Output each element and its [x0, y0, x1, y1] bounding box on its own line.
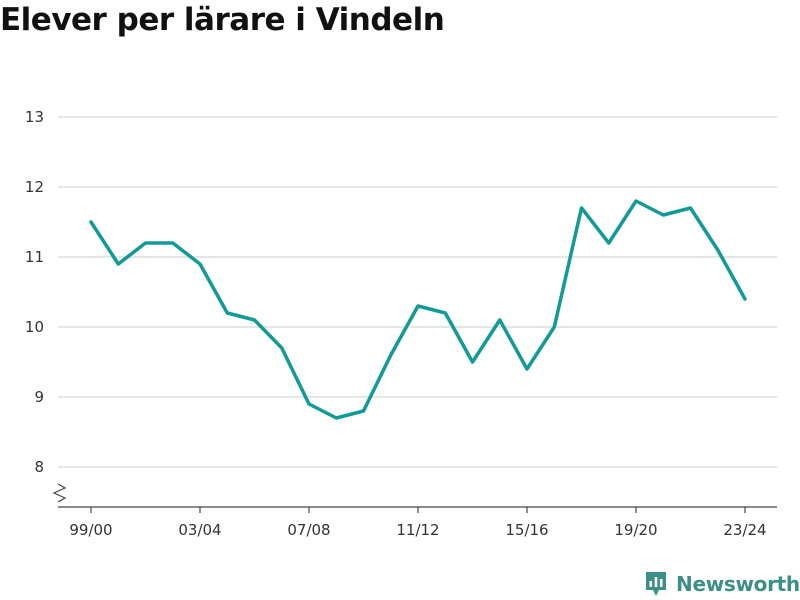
- data-point: [225, 311, 229, 315]
- x-tick-label: 07/08: [287, 521, 330, 539]
- brand-name: Newsworthy: [676, 572, 800, 596]
- grid-lines: [58, 116, 777, 468]
- x-tick-label: 03/04: [178, 521, 221, 539]
- y-tick-label: 13: [25, 108, 44, 126]
- brand-logo: Newsworthy: [644, 568, 800, 600]
- data-point: [334, 416, 338, 420]
- data-point: [253, 318, 256, 322]
- data-point: [171, 241, 175, 245]
- data-point: [661, 213, 665, 217]
- chart-title: Elever per lärare i Vindeln: [0, 2, 445, 38]
- x-axis: 99/00 03/04 07/08 11/12 15/16 19/20 23/24: [52, 483, 777, 539]
- x-tick-label: 23/24: [723, 521, 766, 539]
- data-point: [634, 199, 638, 203]
- x-tick-label: 11/12: [396, 521, 439, 539]
- data-point: [743, 297, 747, 301]
- x-tick-label: 15/16: [505, 521, 548, 539]
- data-point: [416, 304, 420, 308]
- data-point: [389, 353, 393, 357]
- data-point: [580, 206, 583, 210]
- series-group: [89, 199, 747, 420]
- data-point: [89, 220, 93, 224]
- data-point: [362, 409, 365, 413]
- newsworthy-logo-icon: [646, 572, 666, 596]
- data-point: [144, 241, 147, 245]
- y-tick-label: 9: [34, 388, 44, 406]
- axis-break-mark: [52, 483, 67, 503]
- data-point: [525, 367, 529, 371]
- y-tick-label: 11: [25, 248, 44, 266]
- data-point: [116, 262, 120, 266]
- data-point: [552, 325, 556, 329]
- data-point: [443, 311, 447, 315]
- data-point: [689, 206, 692, 210]
- y-tick-label: 8: [34, 458, 44, 476]
- data-point: [471, 360, 474, 364]
- series-line-0: [89, 199, 747, 420]
- x-tick-label: 19/20: [614, 521, 657, 539]
- line-chart: 8 9 10 11 12 13 99/00 03/04 07/08 11/12 15/16 19/2…: [25, 108, 777, 539]
- data-point: [498, 318, 502, 322]
- y-tick-label: 12: [25, 178, 44, 196]
- data-point: [607, 241, 611, 245]
- data-point: [198, 262, 202, 266]
- data-point: [716, 248, 720, 252]
- data-point: [307, 402, 311, 406]
- y-axis-ticks: 8 9 10 11 12 13: [25, 108, 44, 476]
- y-tick-label: 10: [25, 318, 44, 336]
- data-point: [280, 346, 284, 350]
- x-tick-label: 99/00: [69, 521, 112, 539]
